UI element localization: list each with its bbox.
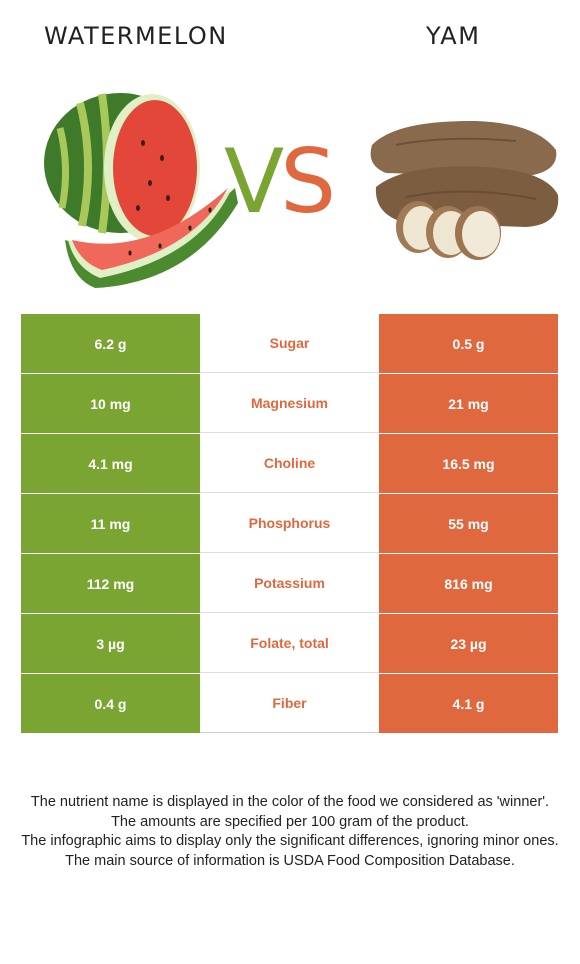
- nutrient-name: Phosphorus: [200, 494, 379, 553]
- yam-value: 16.5 mg: [379, 434, 558, 493]
- watermelon-value: 6.2 g: [21, 314, 200, 373]
- watermelon-value: 10 mg: [21, 374, 200, 433]
- watermelon-value: 0.4 g: [21, 674, 200, 733]
- nutrient-table: 6.2 g Sugar 0.5 g 10 mg Magnesium 21 mg 4.1 mg…: [21, 314, 558, 734]
- watermelon-value: 112 mg: [21, 554, 200, 613]
- nutrient-row: 4.1 mg Choline 16.5 mg: [21, 434, 558, 494]
- yam-value: 4.1 g: [379, 674, 558, 733]
- yam-value: 21 mg: [379, 374, 558, 433]
- nutrient-name: Fiber: [200, 674, 379, 733]
- nutrient-row: 10 mg Magnesium 21 mg: [21, 374, 558, 434]
- nutrient-row: 0.4 g Fiber 4.1 g: [21, 674, 558, 734]
- nutrient-name: Choline: [200, 434, 379, 493]
- yam-value: 0.5 g: [379, 314, 558, 373]
- nutrient-row: 11 mg Phosphorus 55 mg: [21, 494, 558, 554]
- watermelon-value: 3 µg: [21, 614, 200, 673]
- nutrient-row: 112 mg Potassium 816 mg: [21, 554, 558, 614]
- nutrient-row: 3 µg Folate, total 23 µg: [21, 614, 558, 674]
- footnote-line: The nutrient name is displayed in the co…: [30, 794, 550, 810]
- nutrient-row: 6.2 g Sugar 0.5 g: [21, 314, 558, 374]
- footnote-line: The main source of information is USDA F…: [65, 852, 515, 869]
- watermelon-value: 4.1 mg: [21, 434, 200, 493]
- food-title-watermelon: WATERMELON: [44, 22, 228, 50]
- yam-value: 23 µg: [379, 614, 558, 673]
- vs-label: VS: [224, 138, 336, 226]
- yam-image: [370, 120, 559, 260]
- footnotes: The nutrient name is displayed in the co…: [20, 793, 560, 871]
- vs-s-letter: S: [280, 130, 336, 233]
- footnote-line: The amounts are specified per 100 gram o…: [111, 813, 469, 830]
- yam-value: 55 mg: [379, 494, 558, 553]
- nutrient-name: Potassium: [200, 554, 379, 613]
- vs-v-letter: V: [224, 130, 284, 233]
- watermelon-image: [44, 93, 238, 288]
- yam-value: 816 mg: [379, 554, 558, 613]
- nutrient-name: Sugar: [200, 314, 379, 373]
- food-title-yam: YAM: [426, 22, 481, 50]
- nutrient-name: Folate, total: [200, 614, 379, 673]
- watermelon-value: 11 mg: [21, 494, 200, 553]
- footnote-line: The infographic aims to display only the…: [21, 833, 559, 849]
- nutrient-name: Magnesium: [200, 374, 379, 433]
